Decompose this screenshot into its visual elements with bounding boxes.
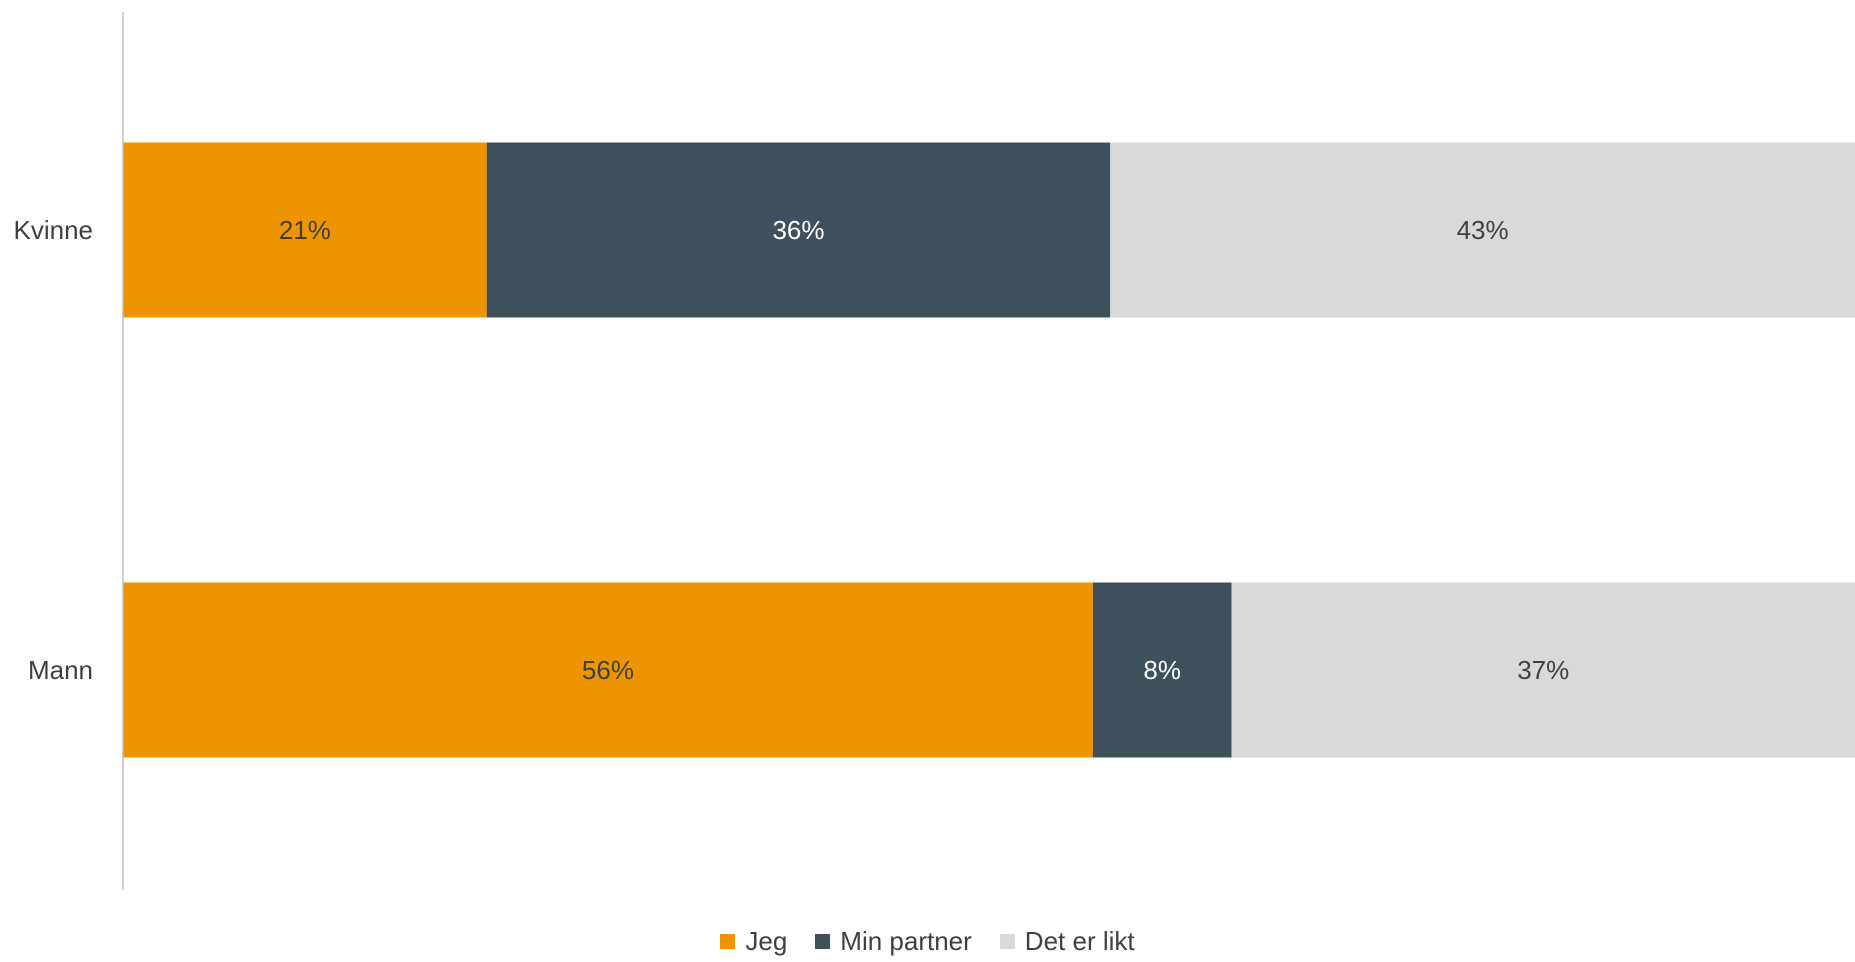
legend-swatch-jeg (720, 933, 736, 949)
data-label-mann-min-partner: 8% (1143, 655, 1181, 685)
data-label-mann-det-er-likt: 37% (1517, 655, 1569, 685)
bar-mann-min-partner (1092, 582, 1232, 758)
bar-mann-det-er-likt (1231, 582, 1855, 758)
data-label-mann-jeg: 56% (582, 655, 634, 685)
legend-item-jeg: Jeg (720, 926, 787, 957)
legend-item-det-er-likt: Det er likt (999, 925, 1135, 957)
legend-label-det-er-likt: Det er likt (1024, 925, 1135, 956)
legend-item-min-partner: Min partner (815, 926, 972, 957)
data-label-kvinne-jeg: 21% (279, 215, 331, 245)
legend-label-min-partner: Min partner (840, 925, 972, 956)
bar-kvinne-jeg (123, 142, 487, 318)
category-label-kvinne: Kvinne (14, 215, 94, 245)
bar-mann-jeg (123, 582, 1093, 758)
category-label-mann: Mann (28, 655, 93, 685)
bar-kvinne-det-er-likt (1110, 142, 1855, 318)
legend-swatch-det-er-likt (999, 933, 1015, 949)
bar-kvinne-min-partner (486, 142, 1111, 318)
legend-swatch-min-partner (815, 933, 831, 949)
legend: Jeg Min partner Det er likt (0, 924, 1855, 958)
data-label-kvinne-det-er-likt: 43% (1457, 215, 1509, 245)
bars-layer: 21% 36% 43% 56% 8% 37% (123, 142, 1855, 758)
data-label-kvinne-min-partner: 36% (772, 215, 824, 245)
legend-label-jeg: Jeg (745, 925, 788, 956)
category-axis-labels: Kvinne Mann (14, 215, 94, 685)
